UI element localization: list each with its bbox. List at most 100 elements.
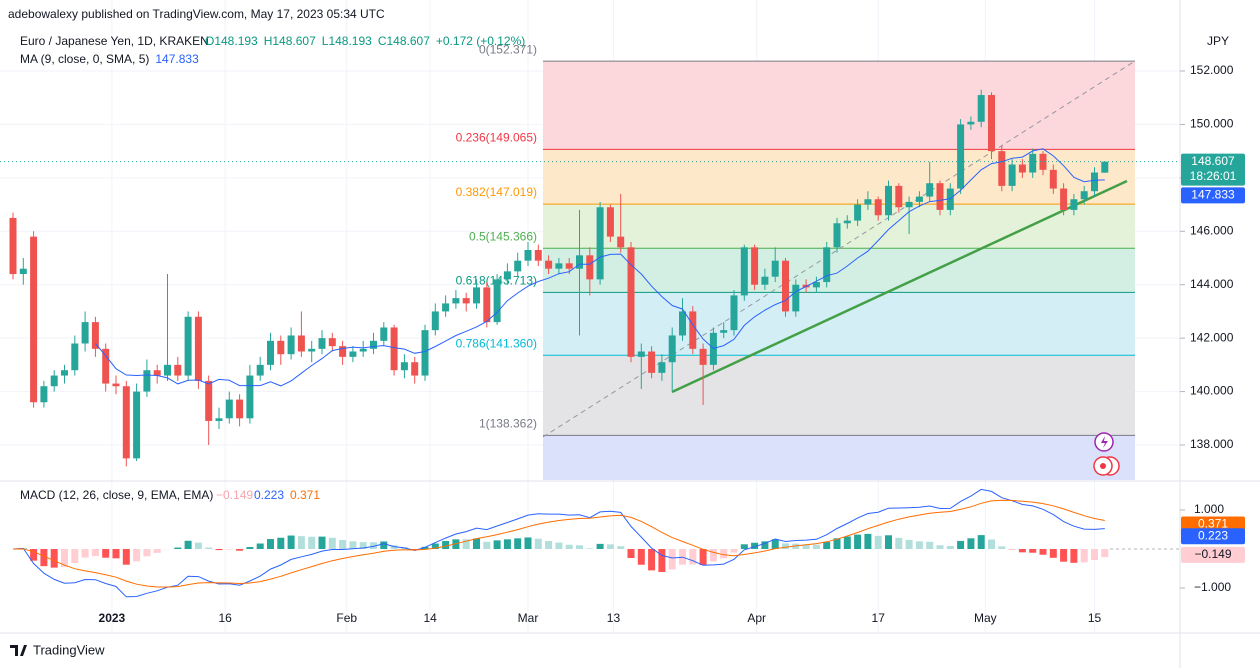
candle-body bbox=[431, 311, 439, 331]
macd-histogram-bar bbox=[895, 537, 903, 550]
candle-body bbox=[174, 364, 182, 376]
macd-histogram-bar bbox=[267, 539, 274, 550]
macd-histogram-bar bbox=[277, 537, 285, 550]
symbol-title: Euro / Japanese Yen, 1D, KRAKEN bbox=[20, 34, 209, 48]
macd-histogram-bar bbox=[637, 549, 645, 565]
candle-body bbox=[730, 295, 738, 331]
macd-histogram-bar bbox=[946, 545, 954, 550]
candle-body bbox=[812, 282, 820, 288]
macd-histogram-bar bbox=[184, 540, 192, 550]
candle-body bbox=[565, 263, 573, 269]
macd-histogram-bar bbox=[225, 549, 233, 550]
macd-histogram-bar bbox=[648, 549, 656, 571]
x-tick-label: 15 bbox=[1088, 611, 1102, 625]
candle-body bbox=[339, 346, 347, 357]
candle-body bbox=[514, 260, 522, 272]
macd-badge: 0.223 bbox=[1198, 528, 1228, 542]
macd-histogram-bar bbox=[967, 538, 975, 550]
candle-body bbox=[689, 311, 697, 349]
ohlc-value: H148.607 bbox=[264, 34, 316, 48]
macd-histogram-bar bbox=[421, 546, 429, 550]
macd-histogram-bar bbox=[30, 549, 38, 561]
macd-histogram-bar bbox=[50, 549, 58, 568]
candle-body bbox=[277, 340, 285, 355]
candle-body bbox=[256, 364, 264, 376]
candle-body bbox=[452, 298, 460, 304]
macd-histogram-bar bbox=[91, 549, 99, 557]
macd-histogram-bar bbox=[246, 547, 254, 550]
macd-histogram-bar bbox=[730, 549, 738, 553]
macd-histogram-bar bbox=[524, 537, 532, 550]
macd-histogram-bar bbox=[915, 541, 923, 550]
candle-body bbox=[823, 247, 831, 283]
macd-histogram-bar bbox=[318, 536, 326, 550]
ohlc-value: O148.193 bbox=[205, 34, 258, 48]
fib-label: 0.236(149.065) bbox=[456, 131, 537, 145]
change-value: +0.172 (+0.12%) bbox=[436, 34, 525, 48]
candle-body bbox=[19, 268, 27, 275]
candle-body bbox=[1060, 188, 1068, 210]
macd-histogram-bar bbox=[833, 538, 841, 550]
legend: Euro / Japanese Yen, 1D, KRAKEN MA (9, c… bbox=[20, 34, 320, 502]
macd-histogram-bar bbox=[493, 540, 501, 550]
macd-histogram-bar bbox=[854, 534, 862, 550]
candle-body bbox=[442, 303, 450, 312]
candle-body bbox=[50, 375, 58, 387]
x-tick-label: 2023 bbox=[99, 611, 126, 625]
candle-body bbox=[370, 340, 377, 349]
currency: JPY bbox=[1207, 34, 1229, 48]
fib-zone bbox=[543, 248, 1135, 293]
y-tick-label: 142.000 bbox=[1190, 330, 1234, 344]
macd-histogram-bar bbox=[349, 541, 357, 550]
macd-histogram-bar bbox=[802, 544, 810, 550]
candle-body bbox=[71, 343, 79, 371]
macd-histogram-bar bbox=[143, 549, 151, 557]
candle-body bbox=[1049, 169, 1057, 189]
candle-body bbox=[874, 199, 882, 216]
candle-body bbox=[143, 370, 151, 392]
macd-histogram-bar bbox=[823, 541, 831, 550]
macd-histogram-bar bbox=[617, 546, 625, 550]
macd-histogram-bar bbox=[431, 543, 439, 550]
macd-histogram-bar bbox=[256, 543, 264, 550]
macd-histogram-bar bbox=[71, 549, 79, 563]
fib-label: 0.382(147.019) bbox=[456, 185, 537, 199]
macd-histogram-bar bbox=[370, 542, 377, 550]
candle-body bbox=[473, 287, 480, 304]
macd-histogram-bar bbox=[699, 549, 707, 565]
candle-body bbox=[915, 196, 923, 202]
countdown: 18:26:01 bbox=[1190, 169, 1237, 183]
ma-badge-bg bbox=[1181, 187, 1245, 204]
ma-label: MA (9, close, 0, SMA, 5) bbox=[20, 52, 149, 66]
macd-histogram-bar bbox=[380, 541, 388, 550]
macd-histogram-bar bbox=[720, 549, 728, 559]
candle-body bbox=[967, 121, 975, 125]
candle-body bbox=[545, 260, 553, 269]
candle-body bbox=[761, 276, 769, 285]
candle-body bbox=[400, 362, 408, 371]
hist-badge: −0.149 bbox=[1194, 547, 1231, 561]
candle-body bbox=[493, 279, 501, 323]
candle-body bbox=[153, 370, 161, 376]
y-tick-label: 138.000 bbox=[1190, 437, 1234, 451]
candle-body bbox=[184, 316, 192, 376]
macd-badge-bg bbox=[1181, 528, 1245, 545]
candle-body bbox=[1080, 191, 1088, 200]
candle-body bbox=[9, 217, 17, 275]
y-tick-label: 150.000 bbox=[1190, 117, 1234, 131]
candle-body bbox=[194, 316, 202, 381]
macd-histogram-bar bbox=[194, 542, 202, 550]
macd-histogram-bar bbox=[977, 535, 985, 550]
candle-body bbox=[751, 247, 759, 285]
macd-histogram-bar bbox=[1039, 549, 1047, 555]
candle-body bbox=[1039, 153, 1047, 170]
macd-histogram-bar bbox=[627, 549, 635, 559]
candle-body bbox=[606, 207, 614, 237]
candle-body bbox=[122, 386, 130, 459]
macd-histogram-bar bbox=[761, 541, 769, 550]
alert-icons[interactable] bbox=[1093, 432, 1120, 476]
macd-histogram-bar bbox=[709, 549, 717, 562]
candle-body bbox=[40, 386, 48, 403]
macd-histogram-bar bbox=[328, 537, 336, 550]
fib-zone bbox=[543, 149, 1135, 205]
